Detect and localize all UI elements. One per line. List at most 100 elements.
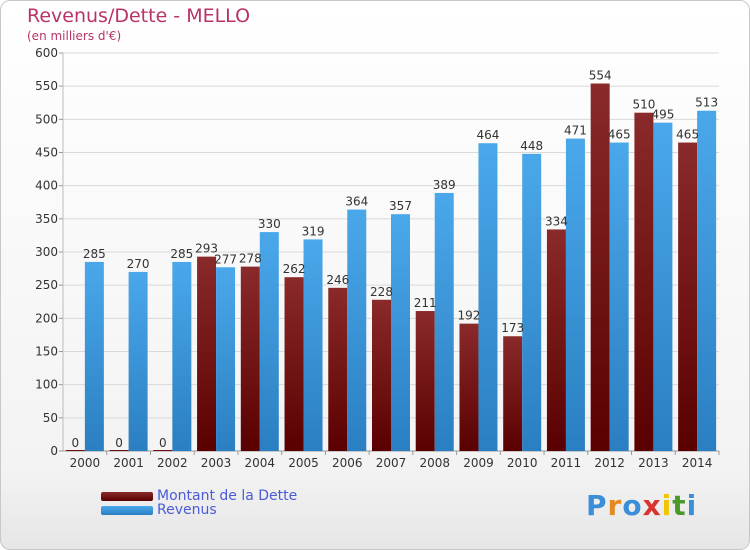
legend-label-debt: Montant de la Dette	[157, 488, 298, 504]
bar-revenue	[697, 110, 717, 452]
bar-revenue	[391, 214, 410, 451]
data-label: 277	[214, 252, 237, 266]
y-tick-label: 250	[35, 278, 58, 292]
bar-revenue	[172, 261, 192, 451]
x-tick-label: 2008	[419, 456, 450, 470]
x-tick-label: 2013	[638, 456, 669, 470]
x-tick-label: 2014	[682, 456, 713, 470]
bar-debt	[678, 142, 698, 452]
bar-debt	[415, 311, 435, 451]
bar-revenue	[303, 239, 323, 451]
y-tick-label: 450	[35, 146, 58, 160]
legend-swatch-revenue	[101, 505, 153, 515]
data-label: 211	[414, 296, 437, 310]
logo-letter: P	[586, 489, 608, 522]
y-tick-label: 400	[35, 179, 58, 193]
bar-revenue	[609, 142, 629, 452]
legend-item-revenue: Revenus	[101, 502, 217, 518]
x-tick-label: 2002	[157, 456, 188, 470]
y-tick-label: 0	[50, 444, 58, 458]
y-tick-label: 300	[35, 245, 58, 259]
data-label: 0	[159, 436, 167, 450]
data-label: 464	[477, 128, 500, 142]
data-label: 334	[545, 214, 568, 228]
data-label: 554	[589, 69, 612, 83]
bar-revenue	[434, 192, 454, 452]
legend-swatch-debt	[101, 491, 153, 501]
x-tick-label: 2001	[113, 456, 144, 470]
bar-debt	[65, 450, 85, 451]
data-label: 293	[195, 242, 218, 256]
x-axis-ticks: 2000 2001 2002 2003 2004 2005 2006 2007 2008 2009…	[70, 451, 720, 470]
data-label: 285	[170, 247, 193, 261]
bar-revenue	[216, 267, 236, 451]
y-tick-label: 550	[35, 79, 58, 93]
data-label: 448	[520, 139, 543, 153]
x-tick-label: 2005	[288, 456, 319, 470]
legend-label-revenue: Revenus	[157, 502, 217, 518]
bar-debt	[372, 299, 391, 451]
y-tick-label: 500	[35, 112, 58, 126]
data-label: 262	[283, 262, 306, 276]
y-tick-label: 600	[35, 46, 58, 60]
data-label: 246	[326, 273, 349, 287]
bar-debt	[284, 277, 304, 451]
data-label: 173	[501, 321, 524, 335]
y-tick-label: 50	[43, 411, 58, 425]
legend-item-debt: Montant de la Dette	[101, 488, 297, 504]
bar-debt	[546, 229, 566, 451]
y-tick-label: 200	[35, 311, 58, 325]
bar-debt	[634, 112, 654, 451]
logo-letter: i	[686, 489, 698, 522]
logo-letter: t	[672, 489, 687, 522]
x-tick-label: 2004	[245, 456, 276, 470]
data-label: 364	[345, 195, 368, 209]
x-tick-label: 2011	[551, 456, 582, 470]
data-label: 513	[695, 96, 718, 110]
bar-revenue	[128, 271, 148, 451]
data-label: 471	[564, 124, 587, 138]
bar-debt	[153, 450, 173, 451]
x-tick-label: 2012	[594, 456, 625, 470]
y-tick-label: 100	[35, 378, 58, 392]
logo-letter: i	[661, 489, 673, 522]
bar-revenue	[565, 138, 585, 451]
x-tick-label: 2009	[463, 456, 494, 470]
data-label: 192	[458, 309, 481, 323]
y-axis-ticks: 0 50 100 150 200 250 300 350 400 450 500 550 600	[35, 46, 58, 458]
chart-subtitle: (en milliers d'€)	[27, 29, 122, 43]
data-label: 330	[258, 217, 281, 231]
x-tick-label: 2003	[201, 456, 232, 470]
bar-revenue	[347, 209, 367, 451]
data-label: 465	[676, 128, 699, 142]
bar-debt	[328, 287, 348, 451]
logo-letter: r	[607, 489, 623, 522]
x-tick-label: 2007	[376, 456, 407, 470]
y-tick-label: 150	[35, 345, 58, 359]
data-label: 389	[433, 178, 456, 192]
data-label: 510	[632, 98, 655, 112]
bar-revenue	[84, 261, 104, 451]
bar-revenue	[478, 143, 498, 452]
data-label: 319	[302, 224, 325, 238]
logo-letter: o	[622, 489, 643, 522]
bar-debt	[459, 323, 479, 451]
y-tick-label: 350	[35, 212, 58, 226]
logo-letter: x	[642, 489, 662, 522]
data-label: 465	[608, 128, 631, 142]
data-label: 495	[651, 108, 674, 122]
bar-debt	[590, 83, 610, 451]
chart-title: Revenus/Dette - MELLO	[27, 5, 251, 27]
bar-debt	[240, 266, 260, 451]
x-tick-label: 2006	[332, 456, 363, 470]
bars	[65, 83, 717, 452]
data-label: 278	[239, 252, 262, 266]
data-label: 0	[115, 436, 123, 450]
bar-revenue	[259, 232, 279, 451]
bar-revenue	[653, 122, 673, 452]
bar-debt	[109, 450, 129, 451]
data-label: 270	[127, 257, 150, 271]
